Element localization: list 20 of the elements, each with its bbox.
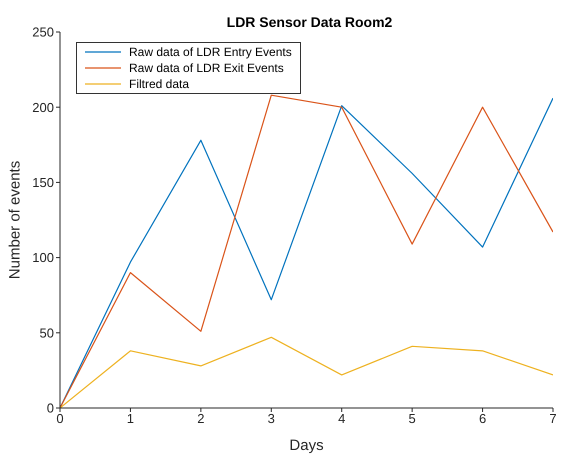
y-tick-label: 100 [32,250,54,266]
legend-label: Filtred data [129,77,190,91]
chart-title: LDR Sensor Data Room2 [226,14,394,30]
y-tick-label: 50 [40,325,54,340]
x-tick-label: 1 [126,411,134,426]
x-tick-label: 4 [338,411,346,426]
x-tick-label: 7 [549,411,557,426]
legend-label: Raw data of LDR Entry Events [129,45,292,59]
y-axis-title: Number of events [6,160,24,280]
y-tick-label: 0 [46,400,54,416]
x-tick-label: 2 [197,411,204,426]
x-tick-label: 5 [408,411,416,426]
y-tick-label: 150 [32,175,54,190]
x-tick-label: 6 [478,411,486,426]
legend-label: Raw data of LDR Exit Events [129,61,284,75]
x-tick-label: 3 [268,411,275,426]
x-axis-title: Days [289,437,324,454]
x-tick-label: 0 [56,411,64,426]
y-tick-label: 200 [32,100,54,115]
y-tick-label: 250 [32,24,54,40]
